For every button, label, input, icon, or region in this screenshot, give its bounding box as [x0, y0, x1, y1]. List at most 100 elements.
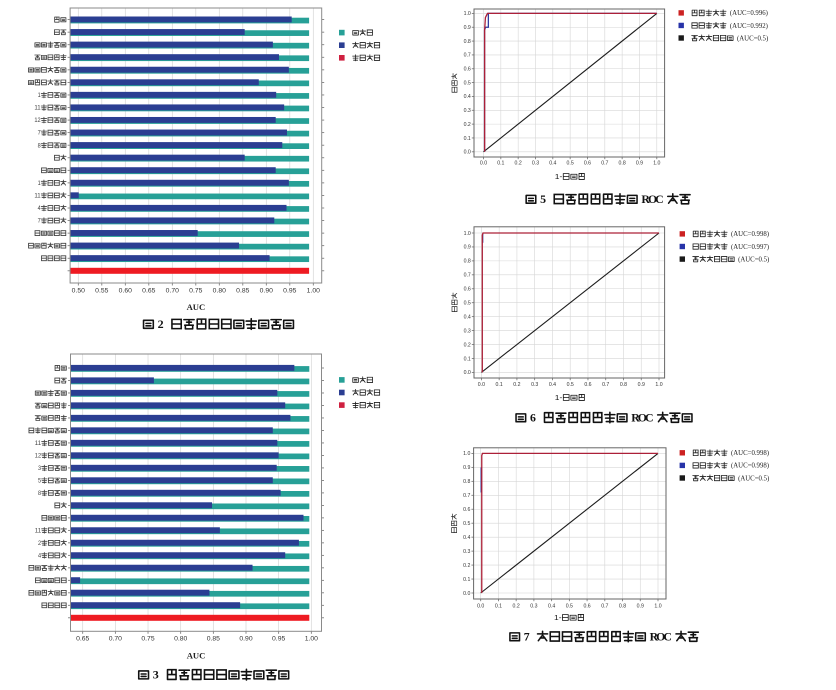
svg-text:0.85: 0.85	[236, 287, 249, 294]
svg-text:0.5: 0.5	[464, 80, 471, 86]
svg-text:0.1: 0.1	[497, 160, 504, 166]
svg-text:0.7: 0.7	[464, 53, 471, 59]
svg-text:0.1: 0.1	[463, 577, 470, 583]
svg-text:1-: 1-	[555, 393, 563, 402]
svg-text:0.7: 0.7	[463, 493, 470, 499]
svg-text:(AUC=0.5): (AUC=0.5)	[737, 35, 768, 42]
svg-text:2: 2	[158, 317, 164, 331]
svg-text:7: 7	[38, 131, 42, 137]
svg-text:1-: 1-	[554, 613, 562, 622]
svg-text:0.9: 0.9	[637, 603, 644, 609]
svg-text:0.6: 0.6	[584, 382, 591, 388]
svg-text:1.0: 1.0	[464, 231, 471, 237]
svg-text:0.8: 0.8	[463, 479, 470, 485]
svg-text:4: 4	[38, 206, 42, 212]
svg-text:0.8: 0.8	[620, 382, 627, 388]
svg-text:0.4: 0.4	[464, 94, 471, 100]
svg-text:0.5: 0.5	[567, 382, 574, 388]
svg-text:0.1: 0.1	[464, 136, 471, 142]
svg-text:12: 12	[35, 453, 42, 459]
svg-text:0.9: 0.9	[638, 382, 645, 388]
svg-text:0.6: 0.6	[464, 67, 471, 73]
svg-text:1.0: 1.0	[654, 603, 661, 609]
svg-text:11: 11	[35, 528, 42, 534]
svg-text:ROC: ROC	[650, 629, 672, 643]
svg-text:(AUC=0.998): (AUC=0.998)	[731, 463, 769, 470]
svg-text:(AUC=0.5): (AUC=0.5)	[738, 475, 769, 482]
svg-text:0.70: 0.70	[166, 287, 179, 294]
svg-text:0.6: 0.6	[583, 603, 590, 609]
svg-text:0.95: 0.95	[272, 636, 285, 643]
svg-text:0.5: 0.5	[464, 301, 471, 307]
svg-text:0.95: 0.95	[283, 287, 296, 294]
svg-text:0.3: 0.3	[463, 549, 470, 555]
svg-text:1.00: 1.00	[305, 636, 318, 643]
svg-text:0.5: 0.5	[566, 603, 573, 609]
svg-text:0.0: 0.0	[480, 160, 487, 166]
svg-text:3: 3	[38, 466, 42, 472]
svg-text:6: 6	[530, 410, 536, 424]
svg-text:0.80: 0.80	[213, 287, 226, 294]
svg-text:0.2: 0.2	[464, 342, 471, 348]
svg-text:0.5: 0.5	[567, 160, 574, 166]
svg-text:8: 8	[38, 143, 42, 149]
svg-text:1.00: 1.00	[307, 287, 320, 294]
svg-text:2: 2	[38, 541, 42, 547]
svg-text:4: 4	[38, 553, 42, 559]
svg-text:0.70: 0.70	[109, 636, 122, 643]
svg-text:5: 5	[540, 192, 546, 206]
svg-text:0.60: 0.60	[119, 287, 132, 294]
svg-text:0.9: 0.9	[463, 465, 470, 471]
svg-text:0.65: 0.65	[142, 287, 155, 294]
svg-text:0.4: 0.4	[464, 314, 471, 320]
svg-text:(AUC=0.996): (AUC=0.996)	[730, 10, 768, 17]
svg-text:0.90: 0.90	[239, 636, 252, 643]
svg-text:0.0: 0.0	[478, 382, 485, 388]
svg-text:0.2: 0.2	[463, 563, 470, 569]
svg-text:12: 12	[34, 118, 41, 124]
svg-text:(AUC=0.5): (AUC=0.5)	[738, 256, 769, 263]
svg-text:0.50: 0.50	[72, 287, 85, 294]
svg-text:0.4: 0.4	[549, 160, 556, 166]
svg-text:0.55: 0.55	[95, 287, 108, 294]
svg-text:0.4: 0.4	[549, 382, 556, 388]
svg-text:5: 5	[38, 478, 42, 484]
svg-text:(AUC=0.998): (AUC=0.998)	[731, 231, 769, 238]
svg-text:0.4: 0.4	[463, 535, 470, 541]
svg-text:(AUC=0.992): (AUC=0.992)	[730, 23, 768, 30]
svg-text:0.5: 0.5	[463, 521, 470, 527]
svg-text:0.7: 0.7	[601, 603, 608, 609]
svg-text:0.6: 0.6	[584, 160, 591, 166]
svg-text:0.6: 0.6	[464, 287, 471, 293]
svg-text:0.0: 0.0	[463, 591, 470, 597]
svg-text:1-: 1-	[555, 172, 563, 181]
svg-text:0.9: 0.9	[464, 25, 471, 31]
svg-text:0.0: 0.0	[464, 150, 471, 156]
svg-text:0.8: 0.8	[619, 603, 626, 609]
svg-text:AUC: AUC	[187, 302, 206, 312]
svg-text:0.7: 0.7	[601, 160, 608, 166]
svg-text:0.65: 0.65	[76, 636, 89, 643]
svg-text:0.2: 0.2	[513, 603, 520, 609]
svg-text:11: 11	[34, 106, 41, 112]
svg-text:(AUC=0.997): (AUC=0.997)	[731, 244, 769, 251]
svg-text:1.0: 1.0	[653, 160, 660, 166]
svg-text:0.80: 0.80	[174, 636, 187, 643]
svg-text:0.2: 0.2	[515, 160, 522, 166]
svg-text:0.3: 0.3	[530, 603, 537, 609]
svg-text:0.1: 0.1	[495, 603, 502, 609]
svg-text:0.75: 0.75	[189, 287, 202, 294]
svg-text:0.75: 0.75	[141, 636, 154, 643]
svg-text:0.6: 0.6	[463, 507, 470, 513]
svg-text:0.85: 0.85	[207, 636, 220, 643]
svg-text:AUC: AUC	[187, 650, 206, 660]
svg-text:1.0: 1.0	[464, 11, 471, 17]
svg-text:0.2: 0.2	[464, 122, 471, 128]
svg-text:1: 1	[38, 93, 42, 99]
svg-text:8: 8	[38, 491, 42, 497]
svg-text:ROC: ROC	[641, 192, 663, 206]
svg-text:0.1: 0.1	[496, 382, 503, 388]
svg-text:3: 3	[153, 668, 159, 682]
svg-text:1: 1	[38, 181, 42, 187]
svg-text:0.0: 0.0	[477, 603, 484, 609]
